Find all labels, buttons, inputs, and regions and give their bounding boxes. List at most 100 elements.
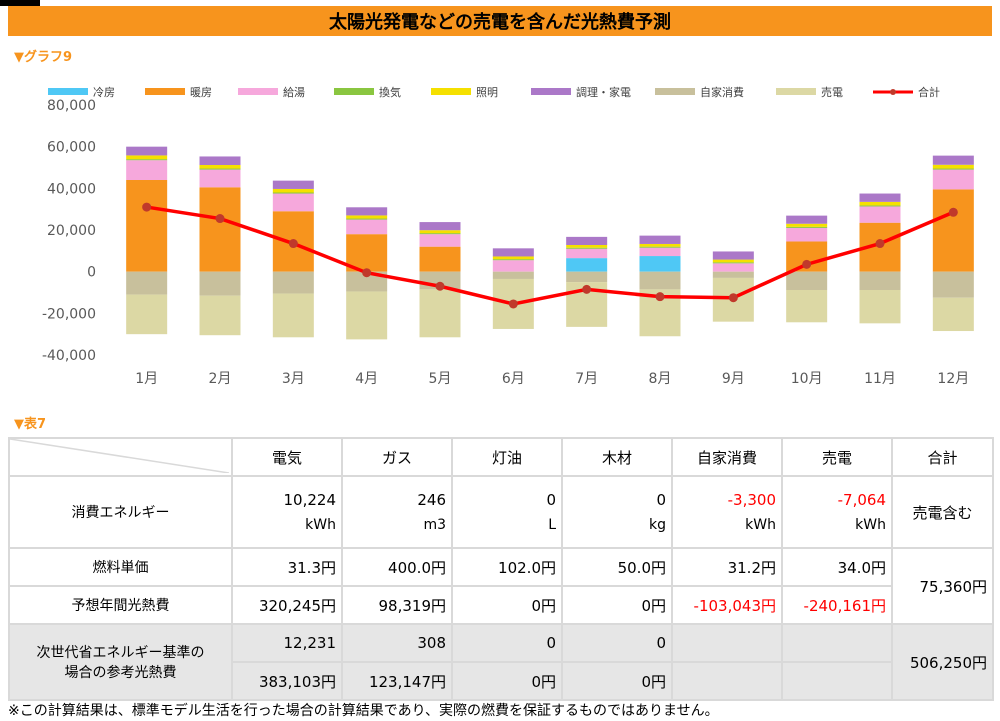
y-axis: 80,000 60,000 40,000 20,000 0 -20,000 -40,000: [42, 98, 96, 364]
bar-segment-7: [126, 294, 168, 335]
bar-segment-2: [272, 193, 314, 212]
bar-segment-3: [272, 192, 314, 194]
bar-segment-6: [492, 271, 534, 279]
bar-segment-4: [639, 243, 681, 247]
bar-segment-4: [492, 256, 534, 260]
x-tick-label: 11月: [864, 371, 896, 387]
legend-label-1: 暖房: [190, 86, 212, 99]
bar-segment-2: [566, 248, 608, 259]
col-header-total: 合計: [891, 437, 994, 477]
annual-cost-self: -103,043円: [671, 585, 783, 625]
bar-segment-2: [419, 234, 461, 247]
consumption-wood: 0 kg: [561, 475, 673, 549]
legend-label-5: 調理・家電: [576, 85, 631, 99]
bar-segment-5: [346, 207, 388, 216]
bar-segment-7: [932, 297, 974, 332]
unit-price-sale: 34.0円: [781, 547, 893, 587]
legend-swatch-3: [334, 88, 374, 95]
consumption-sale: -7,064 kWh: [781, 475, 893, 549]
bar-segment-2: [492, 260, 534, 272]
bar-segment-3: [199, 168, 241, 170]
bar-segment-7: [346, 291, 388, 340]
standard-wood-cost: 0円: [561, 661, 673, 701]
standard-electricity-amount: 12,231: [231, 623, 343, 663]
standard-label-line1: 次世代省エネルギー基準の: [36, 645, 205, 661]
legend-marker-total: [890, 89, 896, 95]
annual-cost-wood: 0円: [561, 585, 673, 625]
unit-price-self: 31.2円: [671, 547, 783, 587]
bar-segment-6: [126, 271, 168, 295]
col-header-gas: ガス: [341, 437, 453, 477]
bar-segment-4: [126, 155, 168, 160]
consumption-self: -3,300 kWh: [671, 475, 783, 549]
bar-segment-3: [932, 168, 974, 170]
bar-segment-2: [126, 160, 168, 180]
standard-gas-amount: 308: [341, 623, 453, 663]
annual-cost-electricity: 320,245円: [231, 585, 343, 625]
bar-segment-4: [272, 188, 314, 193]
bar-segment-4: [859, 201, 901, 206]
annual-cost-kerosene: 0円: [451, 585, 563, 625]
standard-sale-empty-2: [781, 661, 893, 701]
consumption-gas: 246 m3: [341, 475, 453, 549]
total-line-point: [508, 299, 518, 309]
legend-label-6: 自家消費: [700, 85, 744, 99]
x-tick-label: 5月: [429, 371, 452, 387]
x-tick-label: 9月: [722, 371, 745, 387]
bar-segment-2: [932, 169, 974, 190]
x-tick-label: 3月: [282, 371, 305, 387]
total-line-point: [215, 214, 225, 224]
bar-segment-7: [199, 295, 241, 336]
bar-segment-5: [712, 251, 754, 260]
x-tick-label: 10月: [791, 371, 823, 387]
bar-segment-4: [566, 245, 608, 248]
bar-segment-4: [199, 165, 241, 169]
row-label-consumption: 消費エネルギー: [8, 475, 233, 549]
bar-segment-5: [639, 235, 681, 244]
standard-wood-amount: 0: [561, 623, 673, 663]
legend-swatch-4: [431, 88, 471, 95]
title-bar: 太陽光発電などの売電を含んだ光熱費予測: [8, 6, 992, 36]
bar-segment-3: [126, 159, 168, 161]
bar-segment-6: [199, 271, 241, 296]
x-axis: 1月 2月 3月 4月 5月 6月 7月 8月 9月 10月 11月 12月: [135, 371, 969, 387]
row-label-standard: 次世代省エネルギー基準の 場合の参考光熱費: [8, 623, 233, 701]
bar-segment-5: [492, 248, 534, 257]
standard-gas-cost: 123,147円: [341, 661, 453, 701]
bar-segment-1: [126, 180, 168, 272]
bar-segment-5: [932, 155, 974, 165]
diagonal-line: [10, 439, 229, 473]
col-header-kerosene: 灯油: [451, 437, 563, 477]
bar-segment-2: [786, 227, 828, 242]
bar-segment-3: [712, 262, 754, 264]
x-tick-label: 1月: [135, 371, 158, 387]
bar-segment-2: [199, 169, 241, 188]
table-label: ▼表7: [14, 417, 47, 432]
bar-segment-3: [346, 218, 388, 220]
x-tick-label: 7月: [575, 371, 598, 387]
bar-segment-1: [199, 187, 241, 272]
legend-swatch-0: [48, 88, 88, 95]
bar-segment-1: [932, 189, 974, 272]
legend-label-2: 給湯: [283, 85, 305, 99]
consumption-electricity: 10,224 kWh: [231, 475, 343, 549]
bar-segment-1: [419, 246, 461, 272]
bar-segment-2: [639, 247, 681, 257]
bar-segment-5: [419, 222, 461, 231]
standard-total: 506,250円: [891, 623, 994, 701]
total-line-point: [875, 239, 885, 249]
bar-segment-5: [126, 146, 168, 156]
bar-segment-5: [566, 236, 608, 245]
bar-segment-3: [786, 226, 828, 228]
page-title: 太陽光発電などの売電を含んだ光熱費予測: [329, 12, 671, 33]
y-tick-label: -40,000: [42, 348, 96, 364]
row-label-annual-cost: 予想年間光熱費: [8, 585, 233, 625]
bar-segment-3: [639, 246, 681, 248]
diagonal-header-cell: [8, 437, 233, 477]
bar-segment-6: [272, 271, 314, 294]
bar-segment-4: [346, 215, 388, 219]
legend-label-4: 照明: [476, 86, 498, 99]
legend-swatch-1: [145, 88, 185, 95]
standard-self-empty-2: [671, 661, 783, 701]
